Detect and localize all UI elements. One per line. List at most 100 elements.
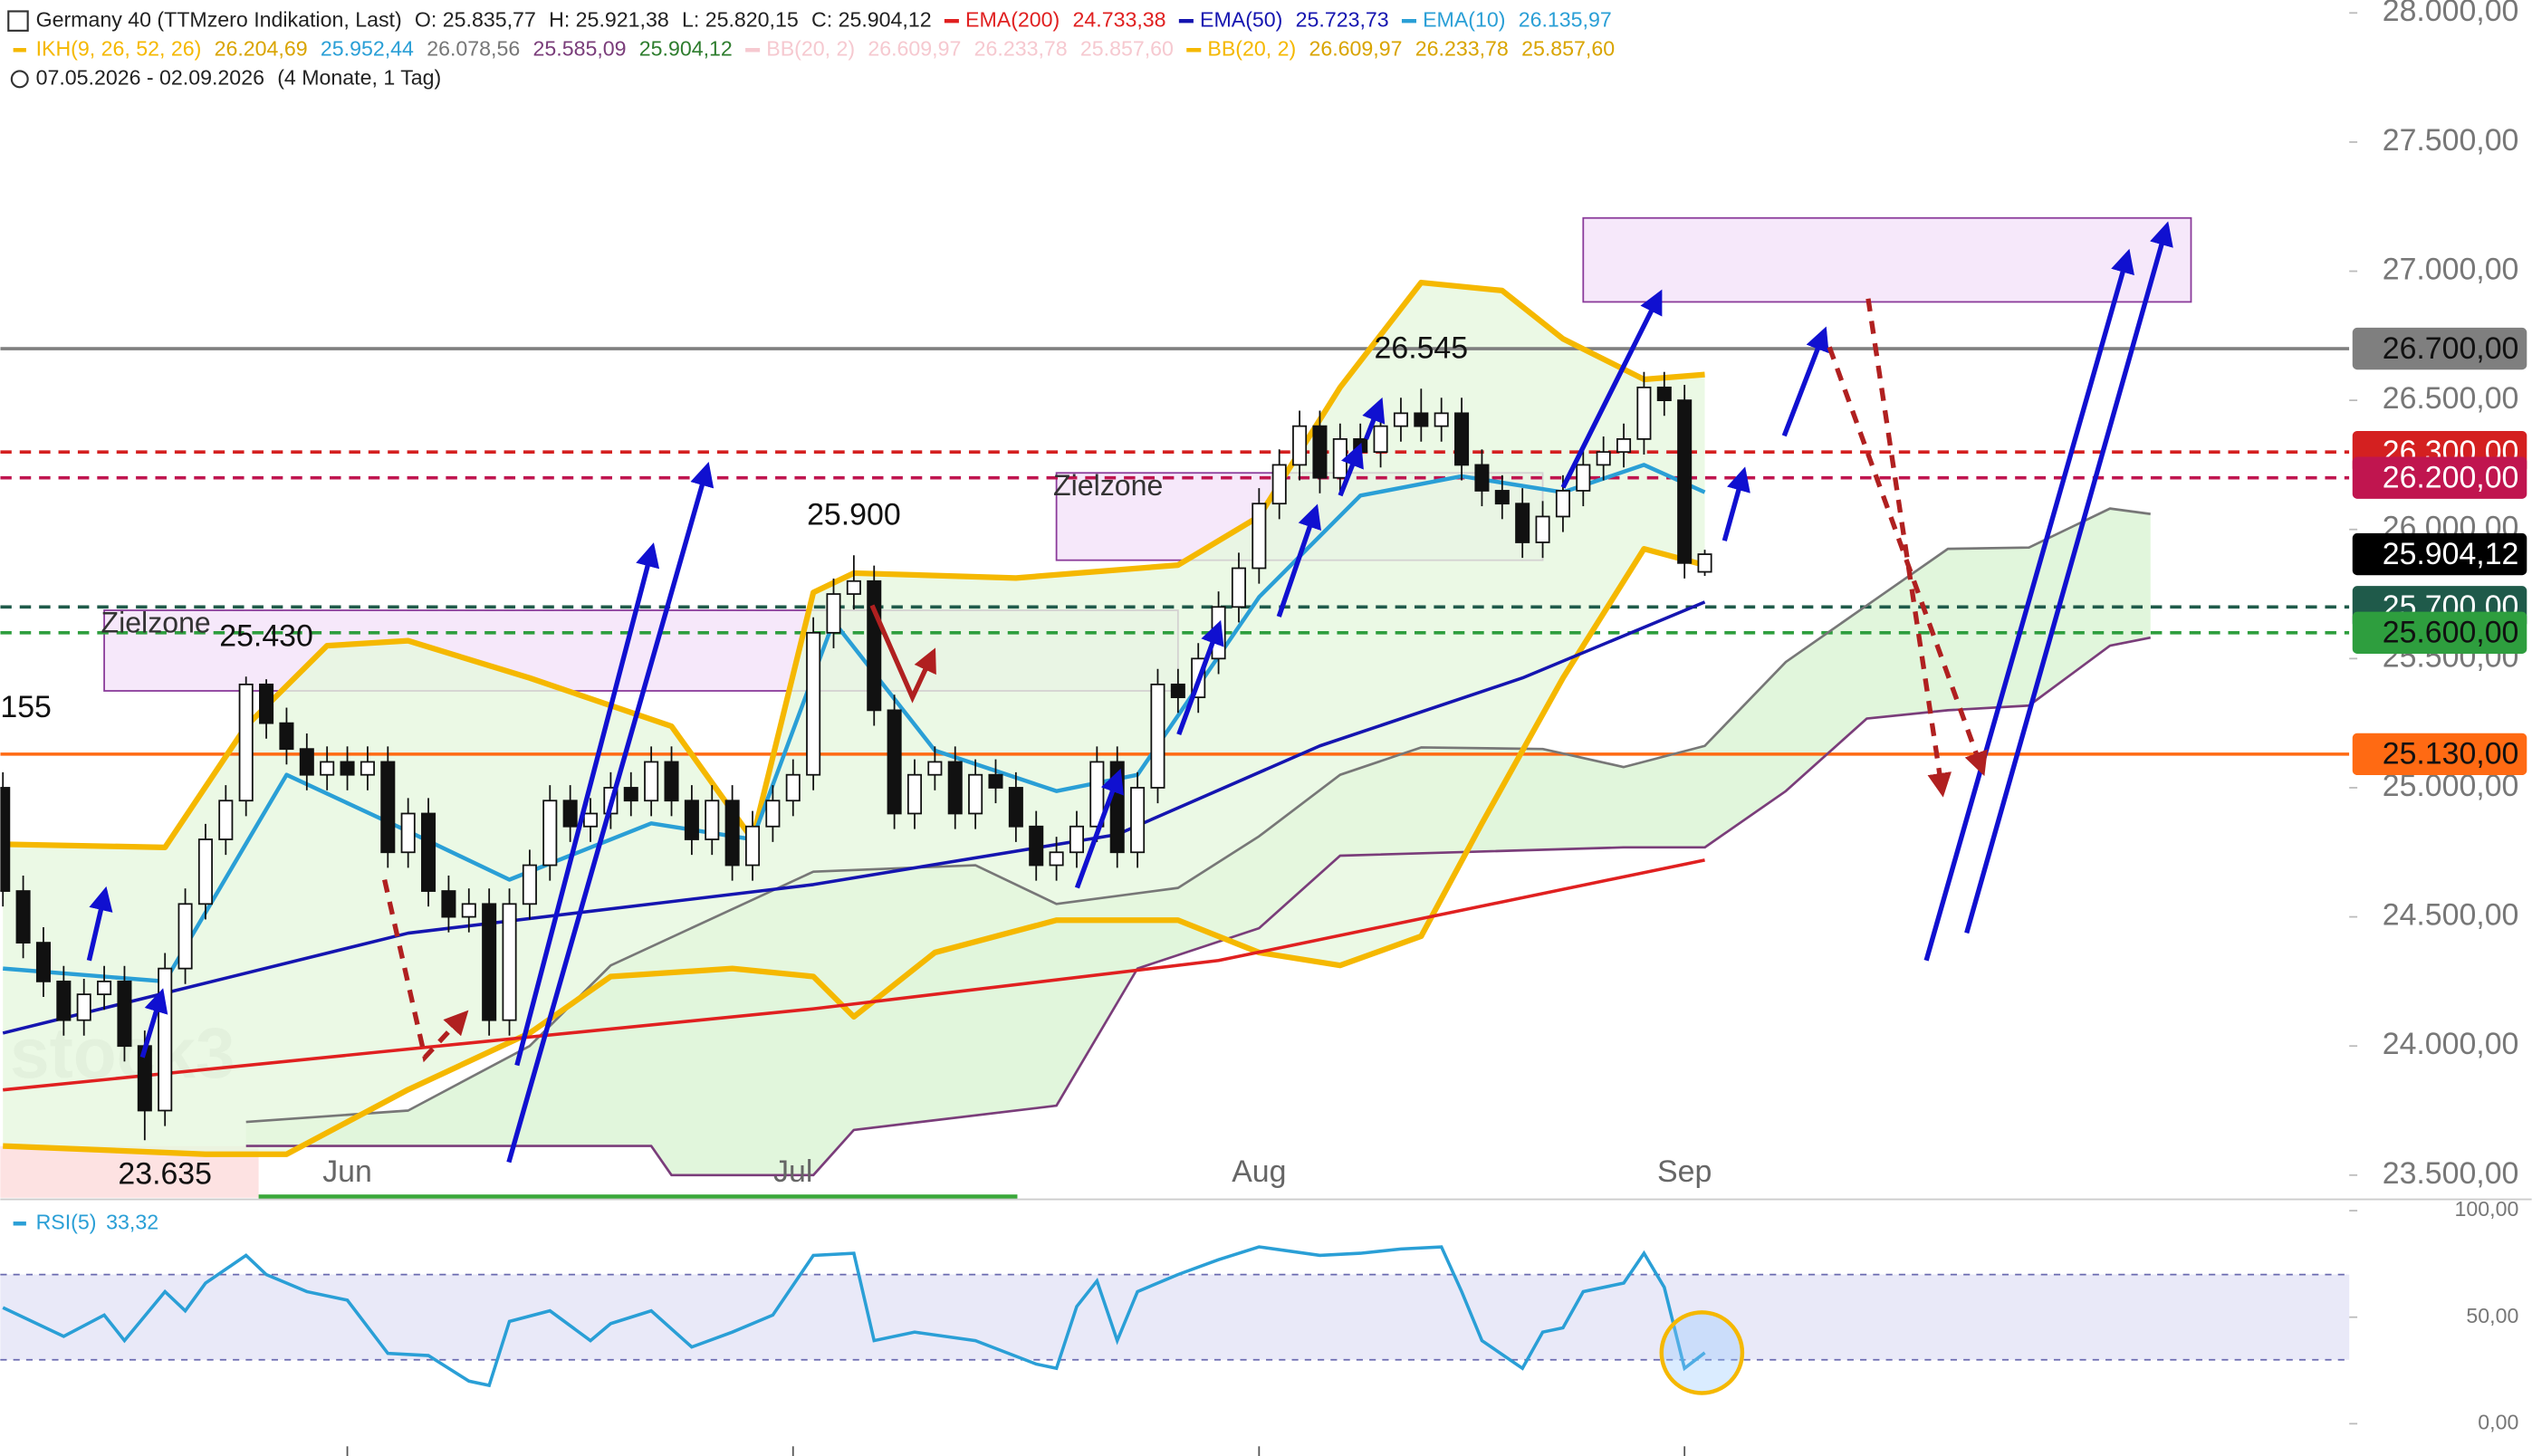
candle-body: [785, 773, 801, 802]
candle-body: [380, 761, 396, 854]
y-tick-label: 23.500,00: [2383, 1156, 2519, 1191]
rsi-panel: 100,00 50,00 0,00 RSI(5) 33,32: [0, 1197, 2532, 1456]
candle-body: [906, 773, 923, 815]
header-text: 25.952,44: [321, 36, 414, 60]
header-text: 07.05.2026 - 02.09.2026: [36, 65, 264, 89]
plot-under: stock3: [3, 216, 2192, 1175]
header-text: H: 25.921,38: [549, 7, 669, 31]
candle-body: [1130, 787, 1146, 854]
candle-body: [644, 761, 659, 802]
arrow: [1276, 503, 1321, 618]
candle-body: [502, 903, 517, 1021]
arrow: [382, 878, 469, 1063]
y-tick-label: 27.000,00: [2383, 252, 2519, 286]
header-text: C: 25.904,12: [811, 7, 932, 31]
candle-body: [360, 761, 375, 776]
header-text: 25.857,60: [1080, 36, 1174, 60]
candle-body: [988, 773, 1003, 789]
candle-body: [340, 761, 355, 776]
x-tick-label: Sep: [1657, 1154, 1712, 1189]
price-tag: [2352, 456, 2527, 499]
area-shade: [258, 1194, 1018, 1200]
candle-body: [1373, 425, 1388, 454]
candle-body: [1332, 438, 1348, 479]
x-tick-label: Aug: [1232, 1154, 1286, 1189]
candle-body: [1252, 503, 1267, 570]
indicator-line: [245, 636, 2152, 1177]
candle-body: [117, 980, 132, 1048]
plot-marks: [0, 279, 2350, 1177]
clock-icon: [10, 70, 29, 89]
arrow: [1827, 346, 1988, 777]
price-tag: [2352, 532, 2527, 576]
price-annotation: 25.430: [219, 618, 313, 653]
candle-body: [76, 993, 91, 1021]
candle-body: [623, 787, 638, 802]
candle-body: [1271, 464, 1287, 505]
header-text: 25.904,12: [639, 36, 733, 60]
indicator-line: [245, 507, 2151, 1124]
candle-body: [1656, 386, 1672, 402]
zone-label: Zielzone: [1053, 469, 1163, 502]
candle-body: [400, 812, 416, 854]
rsi-tick-label: 50,00: [2466, 1304, 2518, 1327]
header-text: BB(20, 2): [766, 36, 855, 60]
candle-body: [867, 580, 882, 712]
header: Germany 40 (TTMzero Indikation, Last) O: …: [7, 7, 1615, 89]
price-tag-label: 26.700,00: [2383, 331, 2519, 366]
candle-body: [0, 787, 11, 892]
candle-body: [744, 825, 761, 867]
arrow: [1074, 768, 1124, 889]
candle-body: [1170, 683, 1185, 699]
arrow: [1923, 248, 2134, 962]
candle-body: [1008, 787, 1023, 828]
candle-body: [1231, 567, 1246, 608]
candle-body: [1474, 464, 1490, 492]
candle-body: [279, 722, 294, 751]
arrow: [1338, 442, 1364, 497]
candle-body: [705, 800, 720, 840]
x-tick-label: Jun: [322, 1154, 372, 1189]
arrow: [1781, 326, 1829, 437]
highlight-circle: [1659, 1310, 1745, 1395]
candle-body: [1029, 825, 1044, 867]
candle-body: [1069, 825, 1085, 854]
price-tag-label: 26.200,00: [2383, 460, 2519, 494]
arrow: [139, 988, 168, 1058]
candle-body: [1697, 553, 1712, 573]
candle-body: [197, 838, 213, 905]
candle-body: [218, 800, 234, 840]
candle-body: [724, 800, 740, 867]
y-tick-label: 26.500,00: [2383, 381, 2519, 416]
candle-body: [461, 903, 476, 918]
header-text: 25.585,09: [533, 36, 627, 60]
header-text: BB(20, 2): [1207, 36, 1296, 60]
candle-body: [562, 800, 578, 828]
header-text: 26.233,78: [1415, 36, 1509, 60]
header-text: L: 25.820,15: [682, 7, 799, 31]
candle-body: [1677, 399, 1693, 564]
arrows: [86, 221, 2173, 1164]
candle-body: [1454, 412, 1470, 466]
rsi-tick-label: 100,00: [2455, 1197, 2519, 1221]
header-text: O: 25.835,77: [415, 7, 536, 31]
plot-over: Zielzone Zielzone 28.000,00 27.500,00 27.000…: [0, 0, 2527, 1191]
chart-icon: [7, 10, 29, 32]
candle-body: [259, 683, 274, 724]
candle-body: [846, 580, 861, 595]
price-tag-label: 25.904,12: [2383, 537, 2519, 571]
indicator-line: [3, 546, 1706, 1157]
candle-body: [887, 709, 902, 815]
candle-body: [1576, 464, 1591, 492]
y-tick-label: 27.500,00: [2383, 123, 2519, 158]
candle-body: [583, 812, 599, 828]
candle-body: [684, 800, 699, 840]
price-annotation: 23.635: [118, 1156, 212, 1191]
header-text: 26.609,97: [868, 36, 961, 60]
candle-body: [1434, 412, 1449, 427]
price-annotation: 25.900: [807, 497, 901, 532]
candle-body: [35, 942, 51, 982]
header-text: IKH(9, 26, 52, 26): [36, 36, 202, 60]
